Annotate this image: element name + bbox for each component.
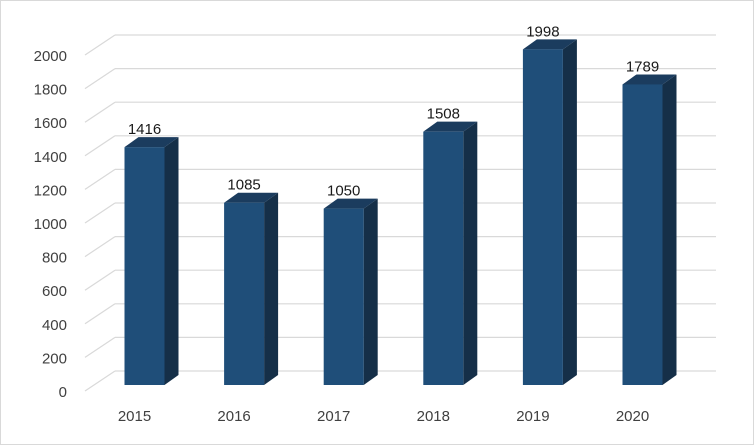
bar-front-face — [124, 147, 165, 385]
gridline-edge — [84, 336, 116, 358]
bar — [423, 121, 478, 385]
bar — [622, 74, 677, 385]
data-label: 1789 — [626, 58, 659, 75]
bar — [124, 137, 179, 385]
bar-top-face — [224, 192, 279, 203]
data-label: 1998 — [526, 23, 559, 40]
y-tick-label: 600 — [42, 283, 67, 300]
bar-top-face — [522, 39, 577, 50]
bar — [522, 39, 577, 385]
bar-front-face — [323, 208, 364, 385]
y-tick-label: 400 — [42, 317, 67, 334]
gridline-edge — [84, 34, 116, 56]
y-tick-label: 2000 — [34, 48, 67, 65]
y-tick-label: 1600 — [34, 115, 67, 132]
gridline-edge — [84, 269, 116, 291]
gridline-edge — [84, 370, 116, 392]
y-tick-label: 800 — [42, 250, 67, 267]
data-label: 1050 — [327, 183, 360, 200]
x-tick-label: 2015 — [118, 408, 151, 425]
bar-side-face — [662, 74, 677, 385]
bar-top-face — [423, 121, 478, 132]
y-tick-label: 1200 — [34, 182, 67, 199]
x-tick-label: 2018 — [417, 408, 450, 425]
gridline-edge — [84, 68, 116, 90]
gridline-edge — [84, 236, 116, 258]
gridline-edge — [84, 101, 116, 123]
y-axis-tick-labels: 0 200 400 600 800 1000 1200 1400 1600 1800 2000 — [34, 48, 67, 401]
y-tick-label: 1800 — [34, 82, 67, 99]
bar-front-face — [522, 49, 563, 385]
bar-front-face — [423, 131, 464, 385]
bar-front-face — [224, 202, 265, 385]
y-tick-label: 200 — [42, 350, 67, 367]
bar-side-face — [562, 39, 577, 385]
gridlines — [84, 34, 716, 392]
bar-front-face — [622, 84, 663, 385]
y-tick-label: 0 — [59, 384, 67, 401]
bar-top-face — [622, 74, 677, 85]
x-tick-label: 2020 — [616, 408, 649, 425]
x-axis-tick-labels: 2015 2016 2017 2018 2019 2020 — [118, 408, 649, 425]
bar-side-face — [463, 121, 478, 385]
bar — [224, 192, 279, 385]
x-tick-label: 2019 — [516, 408, 549, 425]
data-label: 1508 — [427, 106, 460, 123]
gridline-edge — [84, 135, 116, 157]
x-tick-label: 2017 — [317, 408, 350, 425]
gridline-edge — [84, 202, 116, 224]
data-label: 1416 — [128, 121, 161, 138]
bar-side-face — [264, 192, 279, 385]
data-labels: 1416 1085 1050 1508 1998 1789 — [128, 23, 659, 199]
y-tick-label: 1000 — [34, 216, 67, 233]
bar — [323, 198, 378, 385]
y-tick-label: 1400 — [34, 149, 67, 166]
bar-side-face — [164, 137, 179, 385]
bars — [124, 39, 677, 385]
bar-top-face — [323, 198, 378, 209]
bar-top-face — [124, 137, 179, 148]
gridline-edge — [84, 303, 116, 325]
gridline-edge — [84, 168, 116, 190]
data-label: 1085 — [227, 177, 260, 194]
bar-side-face — [363, 198, 378, 385]
x-tick-label: 2016 — [217, 408, 250, 425]
